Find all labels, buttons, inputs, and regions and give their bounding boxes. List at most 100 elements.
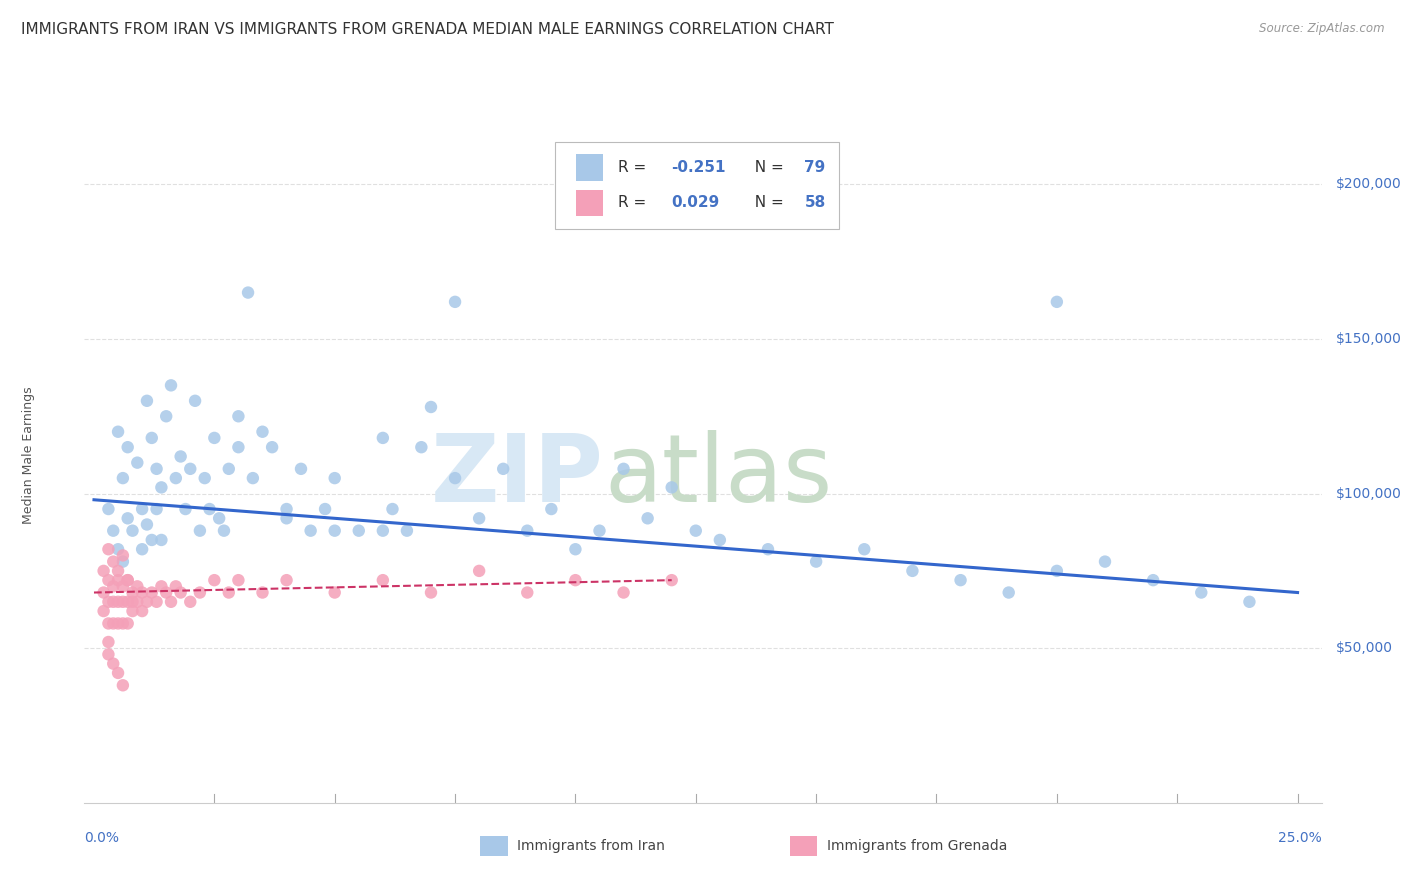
Text: $100,000: $100,000: [1336, 486, 1402, 500]
Point: [236, 285, 259, 300]
Point: [314, 502, 336, 516]
Text: 0.029: 0.029: [671, 195, 718, 211]
Point: [111, 579, 134, 593]
Point: [276, 511, 298, 525]
Point: [174, 502, 197, 516]
Point: [347, 524, 370, 538]
Point: [444, 471, 467, 485]
Text: $50,000: $50,000: [1336, 641, 1393, 656]
Point: [276, 502, 298, 516]
Point: [150, 480, 173, 494]
FancyBboxPatch shape: [481, 836, 508, 856]
Point: [444, 294, 467, 309]
Point: [804, 555, 827, 569]
Point: [111, 616, 134, 631]
Point: [150, 533, 173, 547]
Point: [160, 595, 183, 609]
Point: [468, 564, 491, 578]
Point: [179, 595, 201, 609]
Point: [218, 462, 240, 476]
Point: [127, 579, 149, 593]
Point: [145, 595, 167, 609]
Point: [492, 462, 515, 476]
Point: [228, 573, 250, 587]
Point: [371, 431, 394, 445]
Point: [516, 524, 538, 538]
Point: [103, 595, 125, 609]
Point: [150, 579, 173, 593]
Point: [169, 585, 191, 599]
Point: [97, 616, 120, 631]
Point: [997, 585, 1019, 599]
Text: $200,000: $200,000: [1336, 178, 1402, 192]
Point: [131, 542, 153, 557]
Point: [262, 440, 284, 454]
Point: [103, 616, 125, 631]
Point: [97, 648, 120, 662]
Point: [131, 585, 153, 599]
Point: [121, 524, 143, 538]
Point: [323, 585, 346, 599]
Point: [103, 524, 125, 538]
FancyBboxPatch shape: [790, 836, 817, 856]
Point: [103, 555, 125, 569]
Point: [420, 585, 443, 599]
FancyBboxPatch shape: [575, 154, 603, 181]
Point: [103, 579, 125, 593]
Point: [107, 425, 129, 439]
Point: [97, 595, 120, 609]
Point: [97, 635, 120, 649]
Point: [202, 573, 225, 587]
Point: [208, 511, 231, 525]
Point: [111, 471, 134, 485]
Point: [194, 471, 217, 485]
Point: [228, 409, 250, 424]
Point: [188, 524, 211, 538]
Point: [97, 542, 120, 557]
Point: [131, 604, 153, 618]
Point: [160, 378, 183, 392]
Text: 79: 79: [804, 161, 825, 175]
Point: [202, 431, 225, 445]
Point: [131, 502, 153, 516]
Point: [141, 431, 163, 445]
Point: [165, 471, 187, 485]
Point: [136, 517, 159, 532]
Point: [218, 585, 240, 599]
Point: [420, 400, 443, 414]
Text: Immigrants from Grenada: Immigrants from Grenada: [827, 839, 1007, 853]
Point: [107, 616, 129, 631]
Point: [145, 502, 167, 516]
Point: [121, 595, 143, 609]
Point: [212, 524, 235, 538]
Text: Median Male Earnings: Median Male Earnings: [22, 386, 35, 524]
Point: [901, 564, 924, 578]
Point: [117, 573, 139, 587]
Point: [709, 533, 731, 547]
Point: [588, 524, 610, 538]
Point: [93, 585, 115, 599]
Point: [136, 393, 159, 408]
Point: [107, 595, 129, 609]
Point: [661, 480, 683, 494]
Point: [290, 462, 312, 476]
Point: [1046, 294, 1069, 309]
Point: [117, 616, 139, 631]
Point: [242, 471, 264, 485]
Text: IMMIGRANTS FROM IRAN VS IMMIGRANTS FROM GRENADA MEDIAN MALE EARNINGS CORRELATION: IMMIGRANTS FROM IRAN VS IMMIGRANTS FROM …: [21, 22, 834, 37]
Point: [121, 604, 143, 618]
Point: [228, 440, 250, 454]
Point: [411, 440, 433, 454]
Point: [141, 533, 163, 547]
Point: [111, 555, 134, 569]
Point: [323, 471, 346, 485]
Point: [111, 678, 134, 692]
Point: [107, 573, 129, 587]
Point: [371, 573, 394, 587]
Point: [188, 585, 211, 599]
Point: [155, 409, 177, 424]
Point: [145, 462, 167, 476]
Point: [117, 595, 139, 609]
Point: [613, 462, 636, 476]
Point: [127, 456, 149, 470]
